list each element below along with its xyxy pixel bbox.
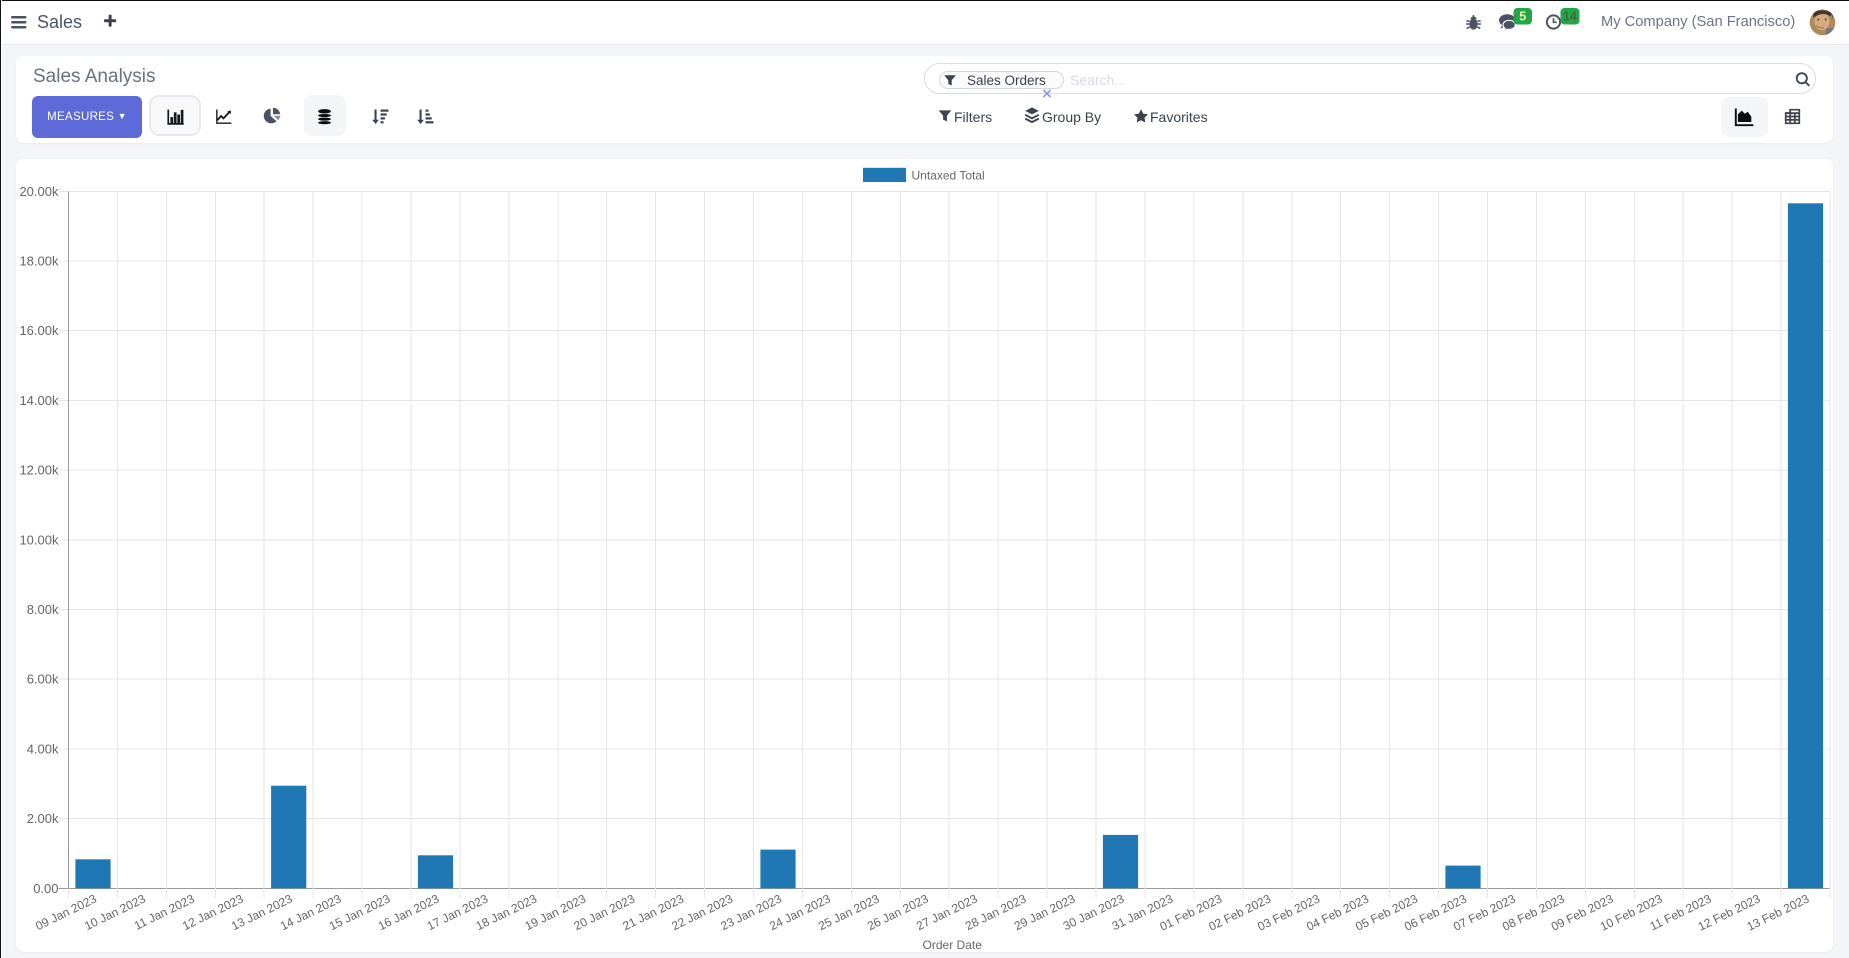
svg-text:8.00k: 8.00k <box>27 602 59 617</box>
svg-text:6.00k: 6.00k <box>27 672 59 687</box>
svg-text:2.00k: 2.00k <box>27 811 59 826</box>
svg-text:10.00k: 10.00k <box>19 532 59 547</box>
svg-text:18.00k: 18.00k <box>19 254 59 269</box>
svg-text:20.00k: 20.00k <box>19 184 59 199</box>
svg-text:14: 14 <box>1563 10 1577 24</box>
svg-text:14.00k: 14.00k <box>19 393 59 408</box>
svg-text:4.00k: 4.00k <box>27 741 59 756</box>
svg-text:Untaxed Total: Untaxed Total <box>912 169 985 183</box>
svg-text:16.00k: 16.00k <box>19 323 59 338</box>
svg-text:0.00: 0.00 <box>33 881 58 896</box>
svg-text:5: 5 <box>1519 10 1526 24</box>
svg-text:12.00k: 12.00k <box>19 463 59 478</box>
svg-text:Order Date: Order Date <box>923 938 983 952</box>
